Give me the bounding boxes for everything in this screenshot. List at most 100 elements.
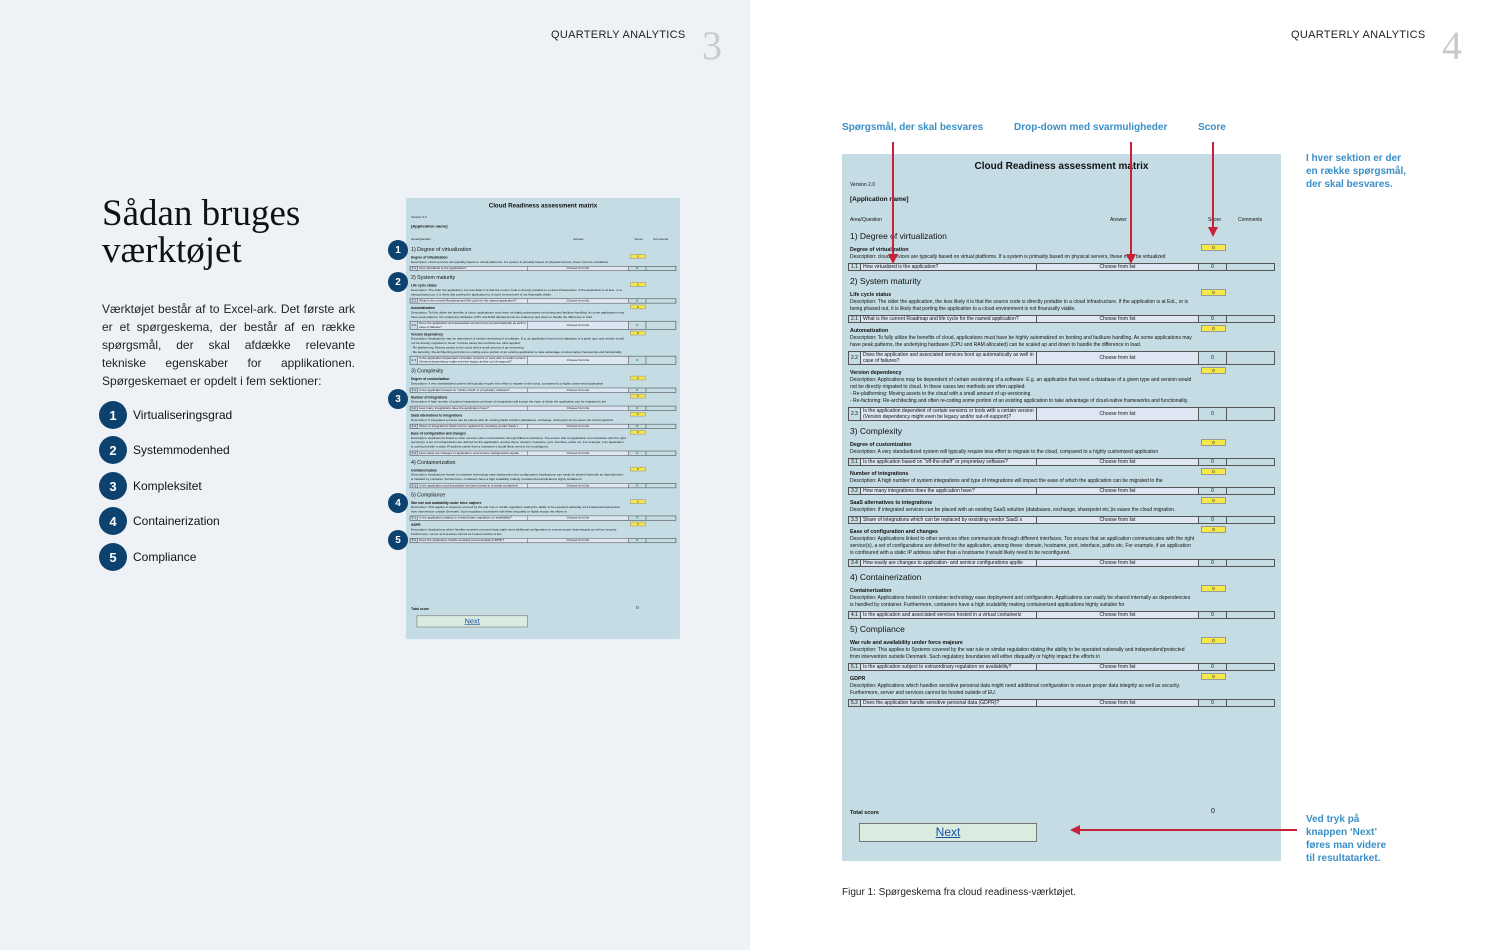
answer-dropdown[interactable]: Choose from list	[1037, 459, 1199, 465]
question-text: Does the application handle sensitive pe…	[417, 538, 528, 543]
question-score: 0	[629, 321, 647, 330]
section-title: 3) Complexity	[850, 426, 902, 436]
question-row: 2.3 Is the application dependent of certa…	[848, 407, 1275, 421]
answer-dropdown[interactable]: Choose from list	[1037, 517, 1199, 523]
description: Description: Applications which handles …	[410, 528, 617, 537]
score-box: 0	[1201, 468, 1226, 475]
question-block: Number of integrations Description: A hig…	[406, 393, 680, 405]
score-box: 0	[630, 466, 646, 472]
answer-dropdown[interactable]: Choose from list	[1037, 664, 1199, 670]
answer-dropdown[interactable]: Choose from list	[1037, 700, 1199, 706]
question-score: 0	[629, 388, 647, 393]
question-text: How easily are changes to application- a…	[861, 560, 1037, 566]
answer-dropdown[interactable]: Choose from list	[1037, 560, 1199, 566]
answer-dropdown[interactable]: Choose from list	[1037, 352, 1199, 364]
annotation: Ved tryk på knappen ‘Next’ føres man vid…	[1306, 813, 1386, 865]
answer-dropdown: Choose from list	[527, 451, 629, 456]
list-label: Virtualiseringsgrad	[133, 408, 233, 422]
sections: 1) Degree of virtualization Degree of vir…	[842, 228, 1281, 712]
score-box: 0	[1201, 673, 1226, 680]
question-score: 0	[1199, 664, 1227, 670]
question-row: 3.4 How easily are changes to application…	[848, 559, 1275, 567]
description: Description: This applies to Systems cov…	[850, 647, 1185, 660]
app-name: [Application name]	[850, 196, 909, 203]
answer-dropdown[interactable]: Choose from list	[1037, 264, 1199, 270]
question-text: What is the current Roadmap and life cyc…	[417, 299, 528, 303]
question-text: What is the current Roadmap and life cyc…	[861, 316, 1037, 322]
question-text: How easily are changes to application- a…	[417, 451, 528, 456]
matrix-title: Cloud Readiness assessment matrix	[488, 202, 598, 210]
question-number: 1.1	[411, 266, 418, 271]
column-header: Comments	[653, 237, 669, 242]
question-block: Number of integrations Description: A hig…	[842, 468, 1281, 485]
question-score: 0	[1199, 264, 1227, 270]
question-block: War rule and availability under force ma…	[842, 637, 1281, 661]
description: - Re-platforming: Moving assets to the c…	[850, 391, 1031, 397]
note-line: til resultatarket.	[1306, 853, 1381, 864]
score-box: 0	[630, 499, 646, 504]
question-text: Is the application and associated servic…	[417, 483, 528, 488]
running-header: QUARTERLY ANALYTICS	[1291, 29, 1426, 41]
question-row: 3.1 Is the application based on "off-the-…	[409, 387, 677, 393]
question-row: 2.2 Does the application and associated s…	[848, 351, 1275, 365]
question-row: 3.3 Share of integrations which can be re…	[409, 423, 677, 429]
answer-dropdown[interactable]: Choose from list	[1037, 408, 1199, 420]
section-title: 1) Degree of virtualization	[410, 246, 472, 253]
question-block: Containerization Description: Application…	[842, 585, 1281, 609]
question-text: Is the application based on "off-the-she…	[861, 459, 1037, 465]
question-row: 1.1 How virtualized is the application? Ch…	[409, 266, 677, 272]
answer-dropdown: Choose from list	[527, 483, 629, 488]
question-score: 0	[629, 451, 647, 456]
description: Description: cloud services are typicall…	[850, 254, 1166, 260]
section-title: 5) Compliance	[850, 624, 905, 634]
column-header: Area/Question	[410, 237, 431, 242]
column-header: Score	[1208, 217, 1222, 223]
answer-dropdown: Choose from list	[527, 321, 629, 330]
item-title: Containerization	[410, 468, 437, 473]
question-row: 4.1 Is the application and associated ser…	[409, 483, 677, 489]
question-number: 2.1	[849, 316, 861, 322]
answer-dropdown[interactable]: Choose from list	[1037, 316, 1199, 322]
question-score: 0	[629, 538, 647, 543]
question-row: 5.1 Is the application subject to extraor…	[409, 515, 677, 521]
item-title: Containerization	[850, 588, 892, 594]
question-number: 2.3	[849, 408, 861, 420]
question-block: Ease of configuration and changes Descrip…	[406, 430, 680, 449]
question-block: Containerization Description: Application…	[406, 466, 680, 482]
question-row: 3.1 Is the application based on "off-the-…	[848, 458, 1275, 466]
question-text: Share of integrations which can be repla…	[417, 424, 528, 429]
list-number: 2	[99, 436, 127, 464]
question-score: 0	[629, 424, 647, 429]
question-block: SaaS alternatives to integrations Descrip…	[406, 412, 680, 423]
next-button: Next	[416, 615, 528, 628]
question-text: Is the application dependent of certain …	[417, 356, 528, 364]
annotation: I hver sektion er der en række spørgsmål…	[1306, 152, 1406, 191]
question-block: Degree of virtualization Description: clo…	[842, 244, 1281, 261]
annotation: Drop-down med svarmuligheder	[1014, 122, 1168, 133]
question-block: GDPR Description: Applications which hand…	[842, 673, 1281, 697]
score-box: 0	[1201, 497, 1226, 504]
score-box: 0	[1201, 325, 1226, 332]
section-title: 2) System maturity	[410, 274, 456, 281]
answer-dropdown[interactable]: Choose from list	[1037, 612, 1199, 618]
section-title: 4) Containerization	[410, 458, 456, 466]
thumbnail-marker: 3	[388, 389, 408, 409]
question-block: Life cycle status Description: The older …	[406, 282, 680, 297]
item-title: GDPR	[850, 676, 866, 682]
next-button[interactable]: Next	[859, 823, 1037, 842]
score-box: 0	[1201, 637, 1226, 644]
description: Description: A very standardized system …	[410, 382, 604, 386]
thumbnail-marker: 5	[388, 530, 408, 550]
question-text: Is the application subject to extraordin…	[861, 664, 1037, 670]
question-number: 3.2	[849, 488, 861, 494]
list-label: Compliance	[133, 550, 197, 564]
question-row: 2.3 Is the application dependent of certa…	[409, 355, 677, 365]
question-text: Does the application and associated serv…	[417, 321, 528, 330]
question-score: 0	[1199, 612, 1227, 618]
total-score: 0	[1211, 808, 1215, 815]
answer-dropdown[interactable]: Choose from list	[1037, 488, 1199, 494]
question-number: 5.2	[849, 700, 861, 706]
item-title: Ease of configuration and changes	[410, 432, 466, 436]
description: Description: Applications linked to othe…	[410, 436, 626, 449]
